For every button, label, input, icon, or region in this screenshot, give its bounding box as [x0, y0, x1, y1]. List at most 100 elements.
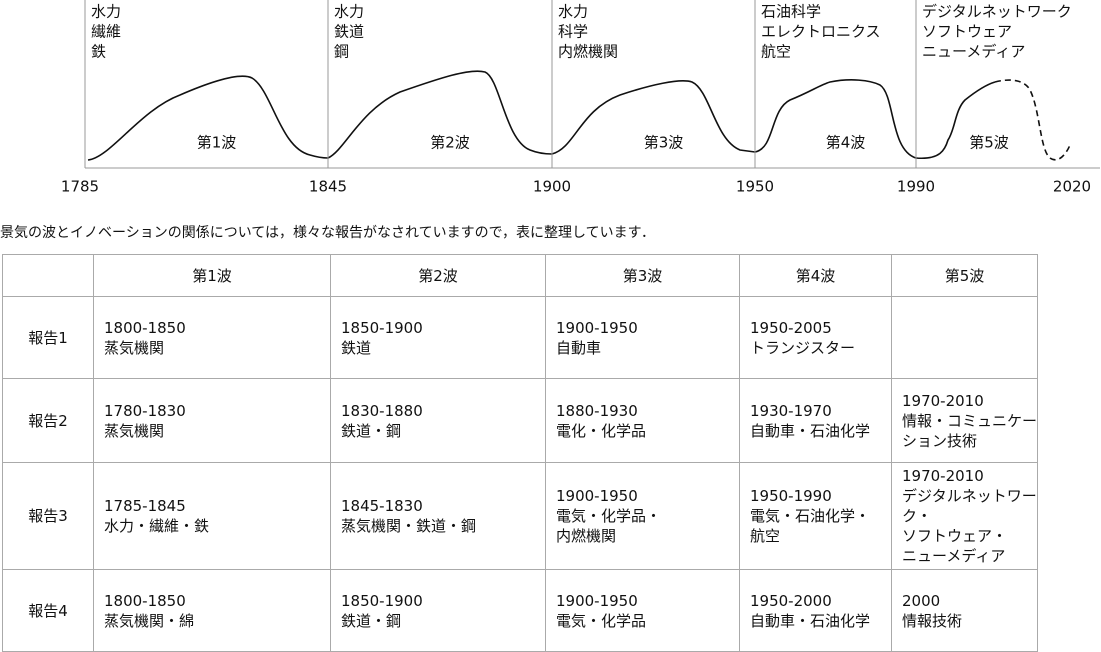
cell-line: 1930-1970	[750, 401, 832, 420]
table-cell: 1850-1900 鉄道	[330, 296, 546, 379]
cell-line: 鉄道	[341, 338, 372, 357]
year-label: 1950	[736, 178, 774, 196]
cell-line: 1780-1830	[104, 401, 186, 420]
industry-label: ソフトウェア	[922, 23, 1012, 41]
table-row: 報告2 1780-1830 蒸気機関 1830-1880 鉄道・鋼 1880-1930 電化…	[2, 378, 1038, 463]
table-row: 報告4 1800-1850 蒸気機関・綿 1850-1900 鉄道・鋼 1900-1950…	[2, 569, 1038, 652]
wave-curve	[754, 79, 917, 159]
cell-line: 鉄道・鋼	[341, 611, 402, 630]
cell-line: 電気・化学品・	[556, 507, 662, 525]
table-cell: 1800-1850 蒸気機関	[93, 296, 331, 379]
table-cell: 1785-1845 水力・繊維・鉄	[93, 462, 331, 570]
cell-line: トランジスター	[750, 338, 856, 357]
industry-label: デジタルネットワーク	[922, 3, 1072, 21]
cell-line: デジタルネットワーク・	[902, 487, 1037, 525]
table-cell: 1800-1850 蒸気機関・綿	[93, 569, 331, 652]
table: 第1波 第2波 第3波 第4波 第5波 報告1 1800-1850 蒸気機関 1850-1900…	[2, 254, 1038, 652]
table-cell: 1970-2010 情報・コミュニケー ション技術	[891, 378, 1038, 463]
table-cell: 1950-2000 自動車・石油化学	[739, 569, 892, 652]
header-cell: 第3波	[545, 254, 740, 297]
cell-line: 自動車	[556, 338, 602, 357]
cell-line: 電化・化学品	[556, 421, 647, 440]
table-cell: 1850-1900 鉄道・鋼	[330, 569, 546, 652]
year-label: 1990	[897, 178, 935, 196]
cell-line: 1970-2010	[902, 467, 984, 485]
industry-label: 水力	[334, 3, 364, 21]
cell-line: 蒸気機関・綿	[104, 611, 195, 630]
cell-line: 1800-1850	[104, 591, 186, 610]
cell-line: 自動車・石油化学	[750, 421, 871, 440]
row-label: 報告4	[2, 569, 94, 652]
cell-line: 水力・繊維・鉄	[104, 517, 210, 535]
cell-line: 1845-1830	[341, 497, 423, 515]
wave-label: 第3波	[644, 134, 684, 152]
cell-line: 1785-1845	[104, 497, 186, 515]
wave-curve	[327, 70, 553, 159]
cell-line: 内燃機関	[556, 527, 617, 545]
table-cell: 1900-1950 電気・化学品・ 内燃機関	[545, 462, 740, 570]
header-cell: 第2波	[330, 254, 546, 297]
row-label: 報告1	[2, 296, 94, 379]
table-cell: 2000 情報技術	[891, 569, 1038, 652]
cell-line: 1970-2010	[902, 391, 984, 410]
year-label: 1845	[309, 178, 347, 196]
industry-label: 科学	[558, 23, 588, 41]
cell-line: 蒸気機関・鉄道・鋼	[341, 517, 477, 535]
corner-cell	[2, 254, 94, 297]
wave-curve	[551, 80, 756, 155]
header-row: 第1波 第2波 第3波 第4波 第5波	[2, 254, 1038, 297]
cell-line: 1830-1880	[341, 401, 423, 420]
industry-label: 鉄道	[334, 23, 364, 41]
table-cell: 1880-1930 電化・化学品	[545, 378, 740, 463]
industry-label: エレクトロニクス	[761, 23, 881, 41]
cell-line: 自動車・石油化学	[750, 611, 871, 630]
table-row: 報告3 1785-1845 水力・繊維・鉄 1845-1830 蒸気機関・鉄道・鋼 190…	[2, 462, 1038, 570]
cell-line: 航空	[750, 527, 781, 545]
cell-line: 1950-2000	[750, 591, 832, 610]
wave-curve	[915, 81, 996, 160]
cell-line: ニューメディア	[902, 547, 1006, 565]
table-cell: 1900-1950 自動車	[545, 296, 740, 379]
cell-line: 1950-1990	[750, 487, 832, 505]
cell-line: 1900-1950	[556, 318, 638, 337]
cell-line: 1850-1900	[341, 318, 423, 337]
year-label: 1900	[533, 178, 571, 196]
wave-label: 第4波	[826, 134, 866, 152]
cell-line: 情報・コミュニケー	[902, 411, 1038, 430]
table-cell: 1950-1990 電気・石油化学・ 航空	[739, 462, 892, 570]
year-label: 2020	[1053, 178, 1091, 196]
wave-label: 第2波	[430, 134, 470, 152]
header-cell: 第4波	[739, 254, 892, 297]
wave-label: 第5波	[969, 134, 1009, 152]
table-cell	[891, 296, 1038, 379]
cell-line: 蒸気機関	[104, 421, 165, 440]
caption: 景気の波とイノベーションの関係については，様々な報告がなされていますので，表に整…	[0, 225, 656, 241]
industry-label: 水力	[91, 3, 121, 21]
table-cell: 1845-1830 蒸気機関・鉄道・鋼	[330, 462, 546, 570]
cell-line: 1850-1900	[341, 591, 423, 610]
cell-line: 蒸気機関	[104, 338, 165, 357]
industry-label: 繊維	[91, 23, 121, 41]
wave-label: 第1波	[197, 134, 237, 152]
cell-line: 情報技術	[902, 611, 963, 630]
industry-label: 鋼	[334, 43, 349, 61]
table-cell: 1930-1970 自動車・石油化学	[739, 378, 892, 463]
cell-line: 1900-1950	[556, 487, 638, 505]
table-cell: 1830-1880 鉄道・鋼	[330, 378, 546, 463]
wave-curve	[87, 75, 329, 161]
cell-line: ソフトウェア・	[902, 527, 1008, 545]
table-cell: 1970-2010 デジタルネットワーク・ソフトウェア・ ニューメディア	[891, 462, 1038, 570]
cell-line: 1950-2005	[750, 318, 832, 337]
table-row: 報告1 1800-1850 蒸気機関 1850-1900 鉄道 1900-1950 自動車 1…	[2, 296, 1038, 379]
table-cell: 1780-1830 蒸気機関	[93, 378, 331, 463]
industry-label: 石油科学	[761, 3, 821, 21]
year-label: 1785	[61, 178, 99, 196]
cell-line: 1800-1850	[104, 318, 186, 337]
cell-line: 電気・石油化学・	[750, 507, 871, 525]
cell-line: 1880-1930	[556, 401, 638, 420]
wave-curves	[87, 70, 1071, 161]
row-label: 報告3	[2, 462, 94, 570]
industry-label: 鉄	[91, 43, 106, 61]
